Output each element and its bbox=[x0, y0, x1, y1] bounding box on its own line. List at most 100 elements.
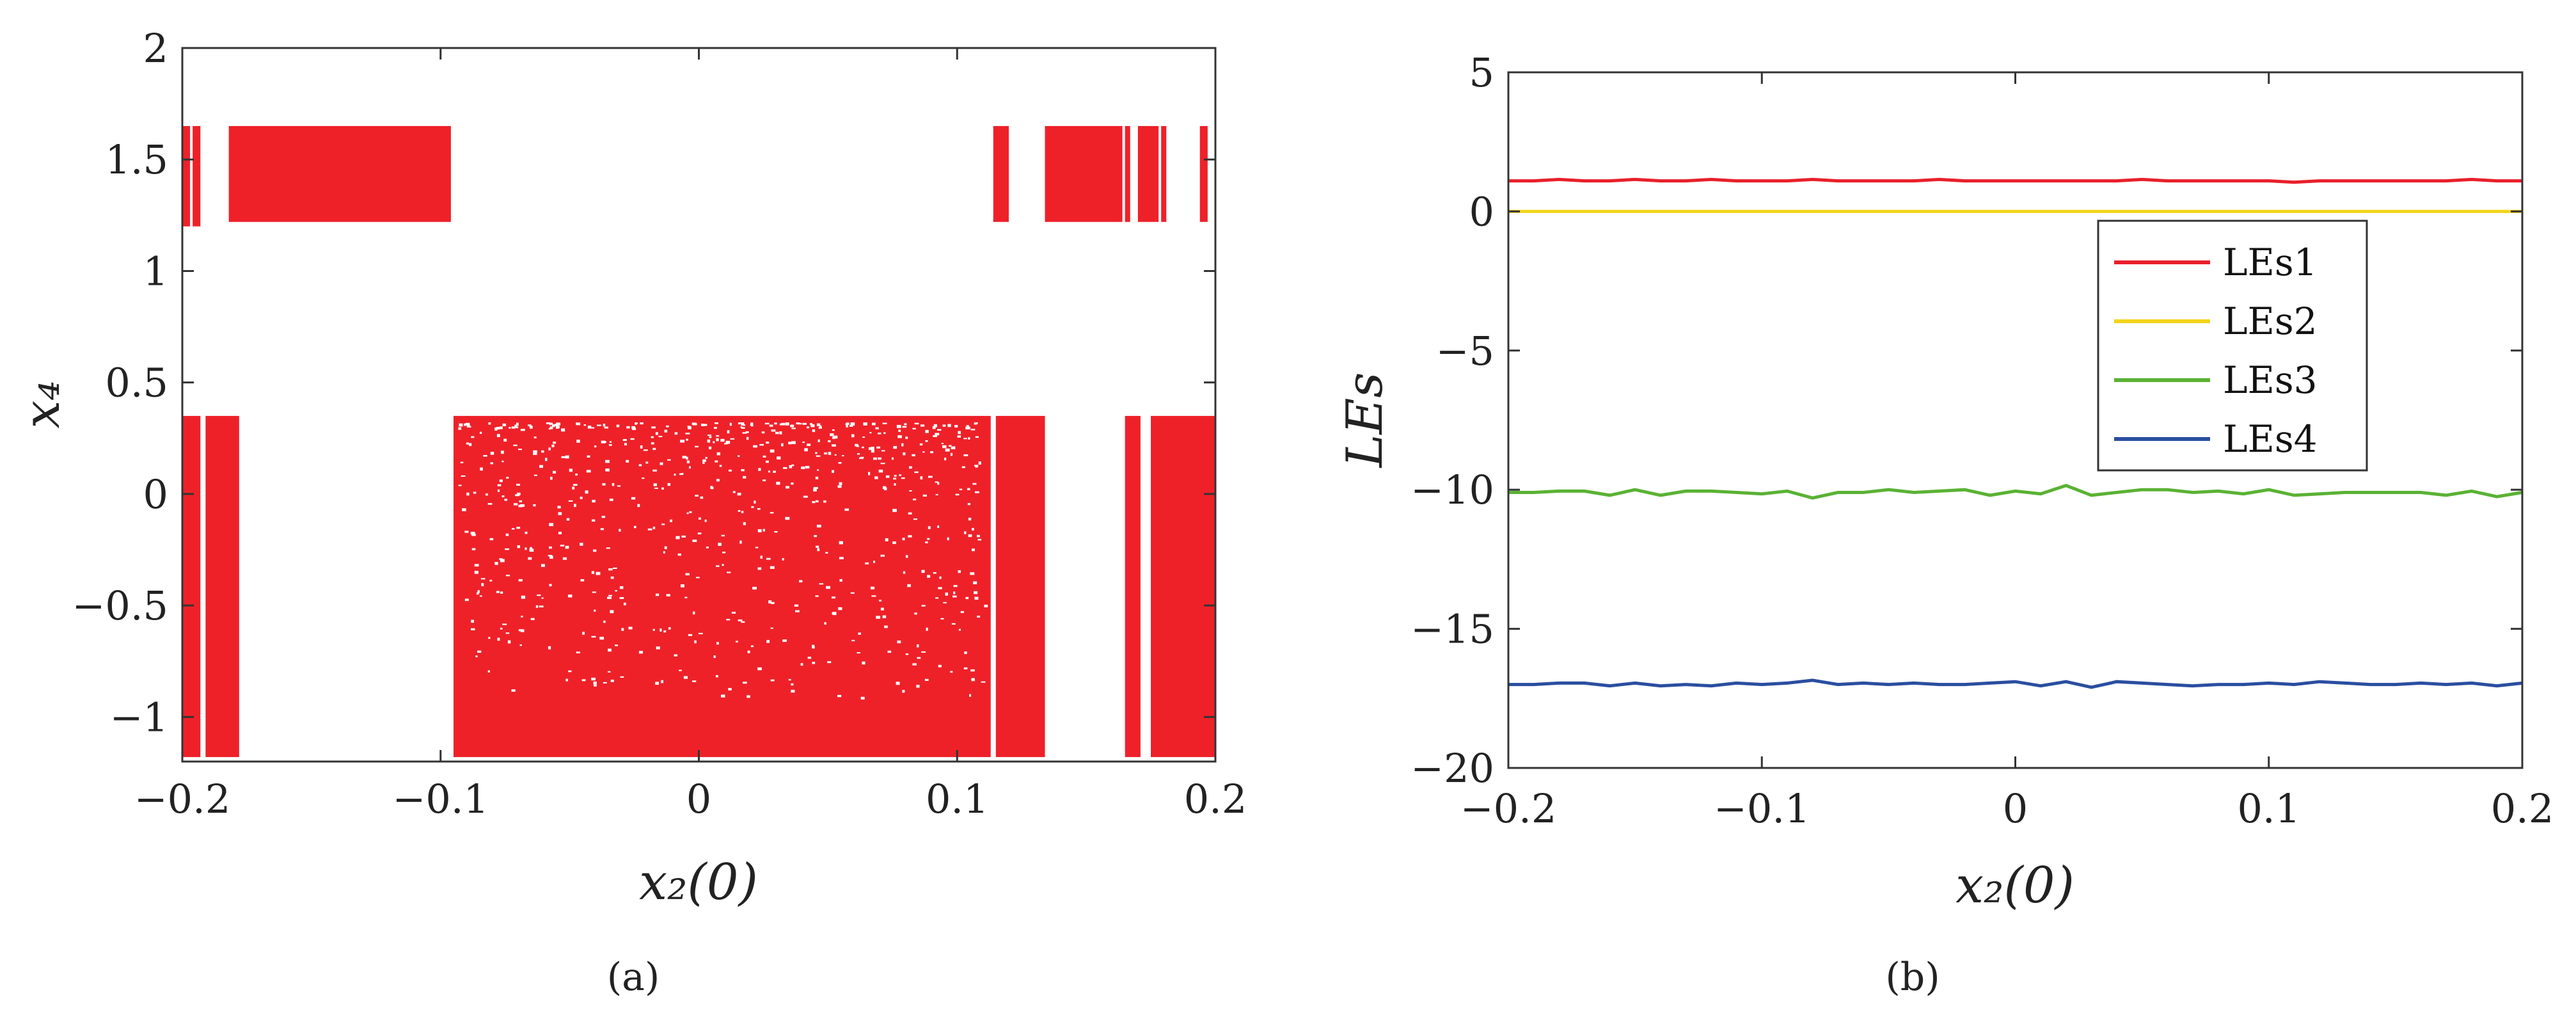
speckle bbox=[460, 461, 464, 463]
speckle bbox=[519, 500, 523, 502]
panel-b-x-axis-label: x₂(0) bbox=[1956, 857, 2074, 914]
panel-a-y-ticks: −1 −0.5 0 0.5 1 1.5 2 bbox=[72, 25, 1215, 740]
speckle bbox=[652, 447, 656, 451]
speckle bbox=[899, 474, 902, 476]
speckle bbox=[481, 583, 484, 587]
speckle bbox=[957, 435, 961, 438]
speckle bbox=[738, 509, 741, 512]
speckle bbox=[715, 460, 718, 463]
speckle bbox=[576, 439, 580, 443]
speckle bbox=[879, 600, 881, 602]
speckle bbox=[921, 570, 925, 573]
y-tick-label: 5 bbox=[1469, 49, 1494, 96]
speckle bbox=[695, 495, 699, 497]
speckle bbox=[517, 492, 521, 495]
speckle bbox=[876, 616, 881, 619]
speckle bbox=[754, 500, 756, 504]
speckle bbox=[812, 662, 816, 664]
speckle bbox=[694, 640, 697, 644]
speckle bbox=[503, 438, 507, 442]
speckle bbox=[935, 597, 939, 599]
speckle bbox=[944, 458, 947, 461]
speckle bbox=[741, 511, 744, 513]
speckle bbox=[751, 424, 754, 427]
speckle bbox=[572, 486, 575, 490]
speckle bbox=[637, 504, 640, 507]
panel-a-speckle-overlay bbox=[458, 422, 988, 700]
speckle bbox=[893, 477, 897, 480]
speckle bbox=[912, 427, 916, 430]
speckle bbox=[870, 586, 875, 589]
speckle bbox=[968, 437, 970, 440]
speckle bbox=[936, 429, 942, 431]
speckle bbox=[500, 426, 503, 429]
speckle bbox=[606, 547, 610, 549]
speckle bbox=[652, 469, 657, 472]
point-band-11 bbox=[205, 415, 239, 758]
speckle bbox=[716, 435, 720, 437]
speckle bbox=[896, 682, 900, 685]
speckle bbox=[562, 557, 567, 560]
speckle bbox=[499, 479, 503, 483]
speckle bbox=[624, 443, 628, 446]
speckle bbox=[469, 443, 472, 447]
speckle bbox=[885, 538, 889, 541]
speckle bbox=[505, 533, 509, 536]
speckle bbox=[763, 455, 766, 458]
speckle bbox=[511, 426, 516, 429]
speckle bbox=[592, 591, 596, 593]
speckle bbox=[958, 628, 961, 631]
speckle bbox=[791, 482, 794, 485]
speckle bbox=[728, 469, 732, 472]
speckle bbox=[882, 615, 887, 619]
speckle bbox=[494, 427, 498, 431]
panel-b-y-axis-label: LEs bbox=[1336, 372, 1394, 469]
speckle bbox=[716, 642, 719, 645]
speckle bbox=[663, 630, 667, 633]
speckle bbox=[597, 424, 601, 426]
speckle bbox=[600, 528, 604, 531]
speckle bbox=[716, 452, 721, 456]
speckle bbox=[682, 456, 687, 459]
speckle bbox=[716, 438, 719, 442]
speckle bbox=[782, 467, 787, 469]
speckle bbox=[884, 625, 888, 628]
speckle bbox=[697, 532, 702, 534]
speckle bbox=[945, 448, 950, 452]
speckle bbox=[511, 689, 516, 692]
speckle bbox=[800, 663, 803, 666]
speckle bbox=[533, 504, 536, 507]
speckle bbox=[681, 584, 684, 587]
speckle bbox=[608, 568, 613, 571]
speckle bbox=[658, 436, 663, 438]
point-band-12 bbox=[453, 415, 991, 758]
speckle bbox=[539, 465, 543, 468]
speckle bbox=[702, 459, 707, 462]
speckle bbox=[753, 445, 758, 448]
speckle bbox=[660, 628, 662, 632]
speckle bbox=[969, 694, 972, 697]
speckle bbox=[568, 500, 573, 502]
panel-b-x-ticks: −0.2 −0.1 0 0.1 0.2 bbox=[1460, 72, 2554, 832]
speckle bbox=[977, 539, 982, 541]
speckle bbox=[551, 444, 555, 447]
speckle bbox=[838, 461, 842, 464]
speckle bbox=[880, 554, 885, 557]
speckle bbox=[757, 507, 761, 510]
speckle bbox=[814, 535, 818, 538]
speckle bbox=[728, 687, 732, 691]
speckle bbox=[741, 469, 745, 472]
speckle bbox=[608, 648, 612, 652]
speckle bbox=[518, 629, 523, 632]
y-tick-label: 2 bbox=[143, 25, 168, 72]
speckle bbox=[921, 424, 925, 427]
speckle bbox=[926, 575, 931, 578]
speckle bbox=[965, 596, 969, 600]
speckle bbox=[593, 549, 597, 552]
speckle bbox=[580, 543, 583, 546]
speckle bbox=[860, 696, 865, 700]
speckle bbox=[496, 591, 500, 593]
speckle bbox=[557, 506, 561, 509]
speckle bbox=[816, 455, 821, 457]
speckle bbox=[651, 436, 654, 438]
